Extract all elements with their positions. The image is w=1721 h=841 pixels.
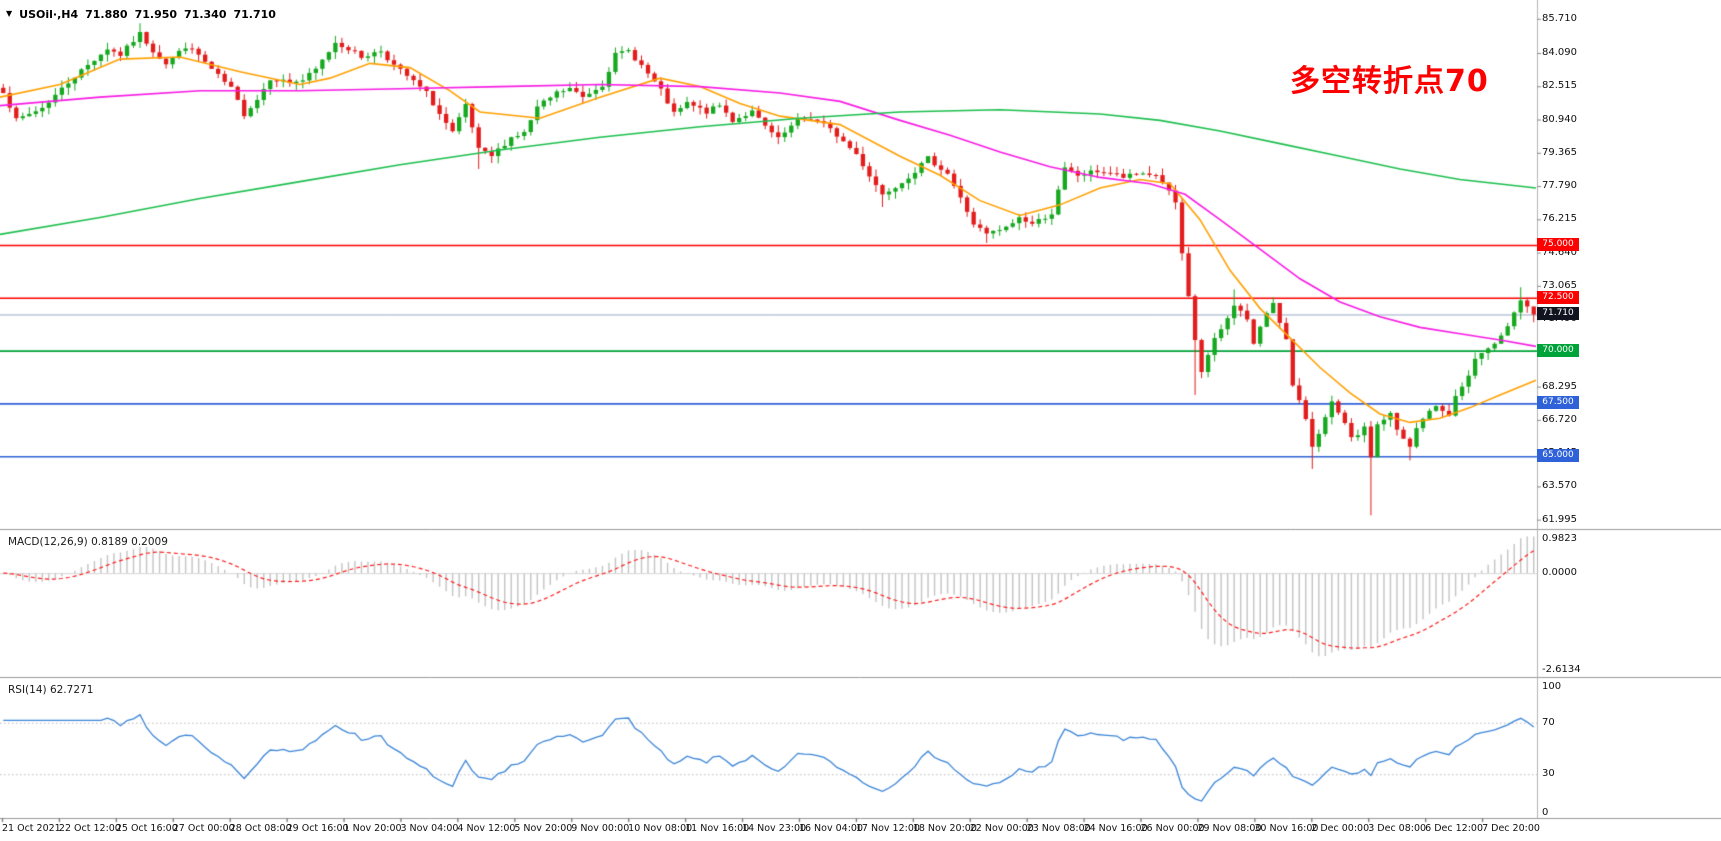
price-tag: 71.710 [1537, 307, 1579, 321]
time-axis-label: 3 Nov 04:00 [400, 823, 459, 834]
ohlc-open-value: 71.880 [85, 8, 128, 21]
macd-axis-label: -2.6134 [1542, 664, 1581, 676]
time-axis-label: 25 Oct 16:00 [115, 823, 178, 834]
chart-annotation-text: 多空转折点70 [1290, 64, 1489, 99]
price-tag: 65.000 [1537, 449, 1579, 463]
time-axis-label: 7 Dec 20:00 [1482, 823, 1540, 834]
time-axis-label: 2 Dec 00:00 [1311, 823, 1370, 834]
time-axis-label: 30 Nov 16:00 [1254, 823, 1319, 834]
time-axis-label: 24 Nov 16:00 [1083, 823, 1148, 834]
rsi-axis-label: 30 [1542, 768, 1555, 780]
time-axis-label: 11 Nov 16:00 [685, 823, 750, 834]
time-axis-label: 1 Nov 20:00 [343, 823, 402, 834]
price-tag: 70.000 [1537, 343, 1579, 357]
collapse-triangle-icon[interactable]: ▼ [6, 9, 13, 18]
time-axis-label: 26 Nov 00:00 [1140, 823, 1205, 834]
price-axis-label: 68.295 [1542, 380, 1577, 392]
price-axis-label: 82.515 [1542, 80, 1577, 92]
time-axis-label: 27 Oct 00:00 [172, 823, 235, 834]
rsi-axis-label: 100 [1542, 681, 1562, 692]
time-axis-label: 14 Nov 23:00 [742, 823, 807, 834]
symbol-info-bar: ▼ USOil·,H4 71.880 71.950 71.340 71.710 [6, 8, 276, 21]
time-axis-label: 17 Nov 12:00 [855, 823, 920, 834]
symbol-period-label: USOil·,H4 [19, 8, 79, 21]
time-axis-label: 10 Nov 08:00 [628, 823, 693, 834]
macd-axis-label: 0.9823 [1542, 533, 1577, 544]
price-tag: 75.000 [1537, 237, 1579, 251]
time-axis-label: 4 Nov 12:00 [457, 823, 516, 834]
price-axis-label: 80.940 [1542, 113, 1577, 125]
price-axis-label: 76.215 [1542, 213, 1577, 225]
time-axis-label: 21 Oct 2021 [2, 823, 61, 834]
price-axis-label: 84.090 [1542, 47, 1577, 58]
rsi-axis-label: 70 [1542, 716, 1555, 728]
price-tag: 72.500 [1537, 290, 1579, 304]
time-axis-label: 28 Oct 08:00 [229, 823, 292, 834]
rsi-axis-label: 0 [1542, 806, 1549, 818]
time-axis-label: 6 Dec 12:00 [1425, 823, 1483, 834]
price-axis-label: 74.640 [1542, 246, 1577, 258]
time-axis-label: 22 Nov 00:00 [969, 823, 1034, 834]
ohlc-high-value: 71.950 [134, 8, 178, 21]
price-axis-label: 63.570 [1542, 480, 1577, 492]
time-axis-label: 18 Nov 20:00 [912, 823, 977, 834]
price-axis-label: 85.710 [1542, 12, 1577, 24]
price-axis-label: 73.065 [1542, 279, 1577, 291]
time-axis-label: 29 Nov 08:00 [1197, 823, 1262, 834]
ohlc-low-value: 71.340 [184, 8, 227, 21]
macd-axis-label: 0.0000 [1542, 567, 1577, 579]
price-axis-label: 61.995 [1542, 513, 1577, 525]
price-tag: 67.500 [1537, 396, 1579, 410]
time-axis-label: 9 Nov 00:00 [571, 823, 630, 834]
ohlc-close-value: 71.710 [233, 8, 276, 21]
time-axis-label: 29 Oct 16:00 [286, 823, 349, 834]
price-axis-label: 66.720 [1542, 413, 1577, 425]
price-axis-label: 77.790 [1542, 180, 1577, 192]
time-axis-label: 5 Nov 20:00 [514, 823, 573, 834]
time-axis-label: 22 Oct 12:00 [58, 823, 121, 834]
macd-indicator-label: MACD(12,26,9) 0.8189 0.2009 [8, 536, 168, 548]
time-axis-label: 23 Nov 08:00 [1026, 823, 1091, 834]
time-axis-label: 3 Dec 08:00 [1368, 823, 1427, 834]
rsi-indicator-label: RSI(14) 62.7271 [8, 684, 94, 696]
price-axis-label: 79.365 [1542, 146, 1577, 158]
time-axis-label: 16 Nov 04:00 [798, 823, 863, 834]
